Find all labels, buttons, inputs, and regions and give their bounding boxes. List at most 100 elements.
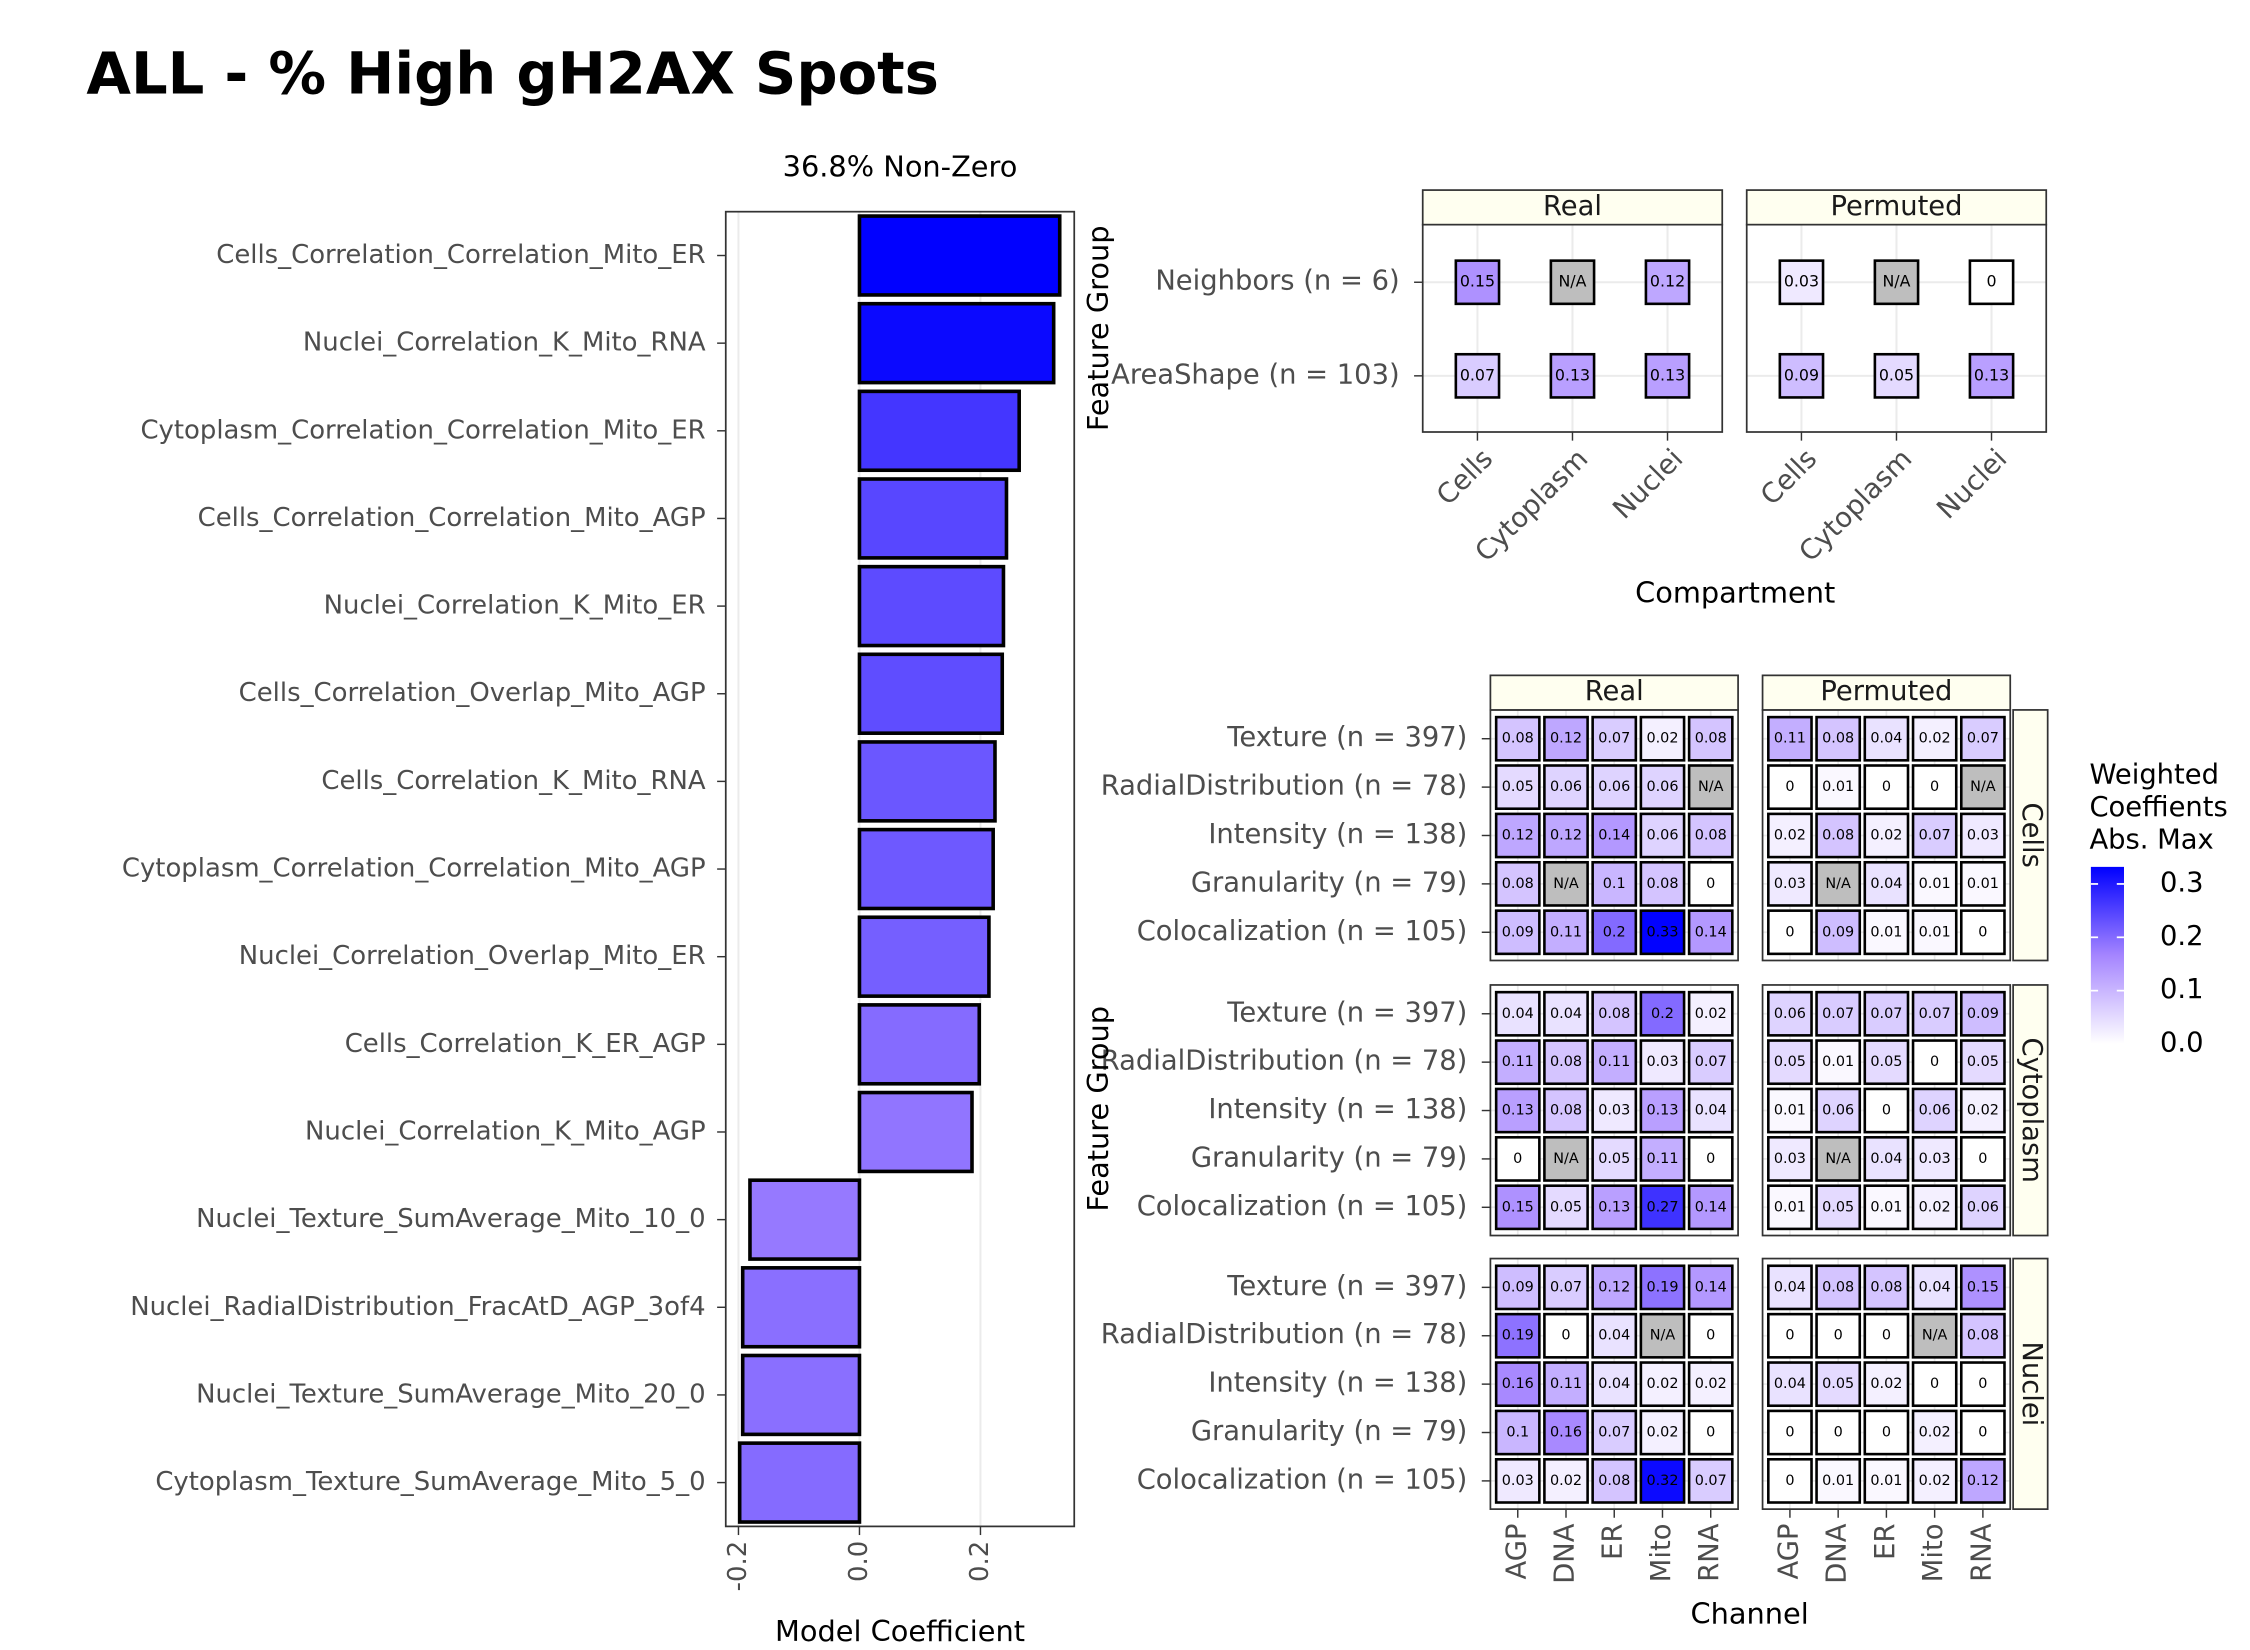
facet-strip <box>1761 674 2012 711</box>
heatmap-tile <box>1639 909 1686 956</box>
tile-label: 0.12 <box>1550 827 1582 843</box>
y-tick-label: Neighbors (n = 6) <box>1155 266 1399 297</box>
facet-label: Cells <box>2016 802 2047 867</box>
tile-label: N/A <box>1825 876 1851 892</box>
heatmap-tile <box>1911 1361 1958 1408</box>
tile-label: 0 <box>1785 1425 1794 1441</box>
tile-label: 0.2 <box>1651 1006 1674 1022</box>
tile-label: 0 <box>1834 1328 1843 1344</box>
tile-label: 0.15 <box>1502 1199 1534 1215</box>
tile-label: 0.08 <box>1870 1279 1902 1295</box>
tile-label: 0.33 <box>1646 924 1678 940</box>
heatmap-tile <box>1639 860 1686 907</box>
heatmap-tile <box>1863 1409 1910 1456</box>
tile-label: 0 <box>1978 1425 1987 1441</box>
y-tick-label: Cytoplasm_Texture_SumAverage_Mito_5_0 <box>155 1467 705 1497</box>
heatmap-tile <box>1911 1087 1958 1134</box>
panel-border <box>724 210 1076 1528</box>
heatmap-tile <box>1543 764 1589 811</box>
tile-label: 0.1 <box>1506 1425 1529 1441</box>
heatmap-tile <box>1863 812 1910 859</box>
tile-label: 0 <box>1785 924 1794 940</box>
heatmap-tile <box>1815 1039 1862 1086</box>
bar <box>857 477 1009 560</box>
heatmap-tile <box>1767 1361 1813 1408</box>
tile-label: 0 <box>1930 1376 1939 1392</box>
heatmap-tile <box>1911 1409 1958 1456</box>
tile-label: 0 <box>1785 1328 1794 1344</box>
bar <box>857 1090 974 1174</box>
y-tick-label: Nuclei_Correlation_K_Mito_ER <box>324 591 706 621</box>
heatmap-tile <box>1591 1136 1638 1182</box>
tile-label: 0.02 <box>1695 1376 1727 1392</box>
heatmap-tile <box>1687 1458 1734 1504</box>
y-tick-label: RadialDistribution (n = 78) <box>1101 771 1468 802</box>
tile-label: 0.02 <box>1919 1473 1951 1489</box>
tile-label: 0.06 <box>1646 827 1678 843</box>
heatmap-tile <box>1639 1312 1686 1359</box>
heatmap-tile <box>1815 764 1862 811</box>
heatmap-tile <box>1543 860 1589 907</box>
tile-label: 0.02 <box>1646 1376 1678 1392</box>
heatmap-tile <box>1959 1039 2006 1086</box>
heatmap-tile <box>1687 909 1734 956</box>
heatmap-tile <box>1543 1264 1589 1311</box>
heatmap-tile <box>1543 1312 1589 1359</box>
tile-label: N/A <box>1558 272 1586 291</box>
heatmap-tile <box>1767 1136 1813 1182</box>
tile-label: 0.1 <box>1603 876 1626 892</box>
bar <box>737 1441 862 1524</box>
y-tick-label: AreaShape (n = 103) <box>1111 359 1400 390</box>
tile-label: 0.03 <box>1646 1054 1678 1070</box>
facet-label: Permuted <box>1830 191 1962 222</box>
y-tick-label: Nuclei_Correlation_Overlap_Mito_ER <box>239 941 706 971</box>
heatmap-tile <box>1815 1361 1862 1408</box>
tile-label: 0.04 <box>1598 1328 1630 1344</box>
tile-label: 0.12 <box>1502 827 1534 843</box>
tile-label: 0.04 <box>1502 1006 1534 1022</box>
heatmap-tile <box>1644 352 1691 399</box>
tile-label: 0 <box>1882 779 1891 795</box>
tile-label: 0.07 <box>1870 1006 1902 1022</box>
tile-label: 0.07 <box>1919 1006 1951 1022</box>
heatmap-tile <box>1591 715 1638 762</box>
y-tick-label: Cells_Correlation_Correlation_Mito_ER <box>216 240 705 270</box>
tile-label: 0.07 <box>1460 365 1495 384</box>
tile-label: 0.08 <box>1502 876 1534 892</box>
heatmap-tile <box>1911 990 1958 1037</box>
heatmap-tile <box>1591 1458 1638 1504</box>
heatmap-tile <box>1767 1458 1813 1504</box>
tile-label: 0.02 <box>1646 1425 1678 1441</box>
tile-label: 0.04 <box>1598 1376 1630 1392</box>
tile-label: 0.07 <box>1695 1054 1727 1070</box>
tile-label: 0.08 <box>1822 731 1854 747</box>
tile-label: 0.12 <box>1550 731 1582 747</box>
tile-label: 0.05 <box>1598 1151 1630 1167</box>
heatmap-tile <box>1873 352 1920 399</box>
figure-title: ALL - % High gH2AX Spots <box>86 40 939 107</box>
tile-label: 0.14 <box>1695 1199 1727 1215</box>
heatmap-tile <box>1959 990 2006 1037</box>
y-tick-label: Cells_Correlation_Correlation_Mito_AGP <box>198 503 706 533</box>
y-tick-label: Texture (n = 397) <box>1226 1271 1467 1302</box>
heatmap-tile <box>1767 909 1813 956</box>
panel-title: 36.8% Non-Zero <box>783 149 1018 183</box>
heatmap-tile <box>1591 860 1638 907</box>
heatmap-tile <box>1591 1264 1638 1311</box>
heatmap-tile <box>1639 990 1686 1037</box>
heatmap-tile <box>1815 909 1862 956</box>
tile-label: 0.15 <box>1967 1279 1999 1295</box>
bar <box>857 827 995 911</box>
heatmap-tile <box>1959 1409 2006 1456</box>
tile-label: 0.08 <box>1822 827 1854 843</box>
heatmap-tile <box>1639 1136 1686 1182</box>
tile-label: 0.02 <box>1967 1103 1999 1119</box>
tile-label: 0.14 <box>1695 1279 1727 1295</box>
heatmap-tile <box>1494 812 1541 859</box>
x-tick-label: DNA <box>1822 1523 1853 1584</box>
tile-label: 0 <box>1785 779 1794 795</box>
heatmap-tile <box>1863 764 1910 811</box>
heatmap-tile <box>1911 812 1958 859</box>
heatmap-tile <box>1543 1087 1589 1134</box>
heatmap-tile <box>1863 715 1910 762</box>
